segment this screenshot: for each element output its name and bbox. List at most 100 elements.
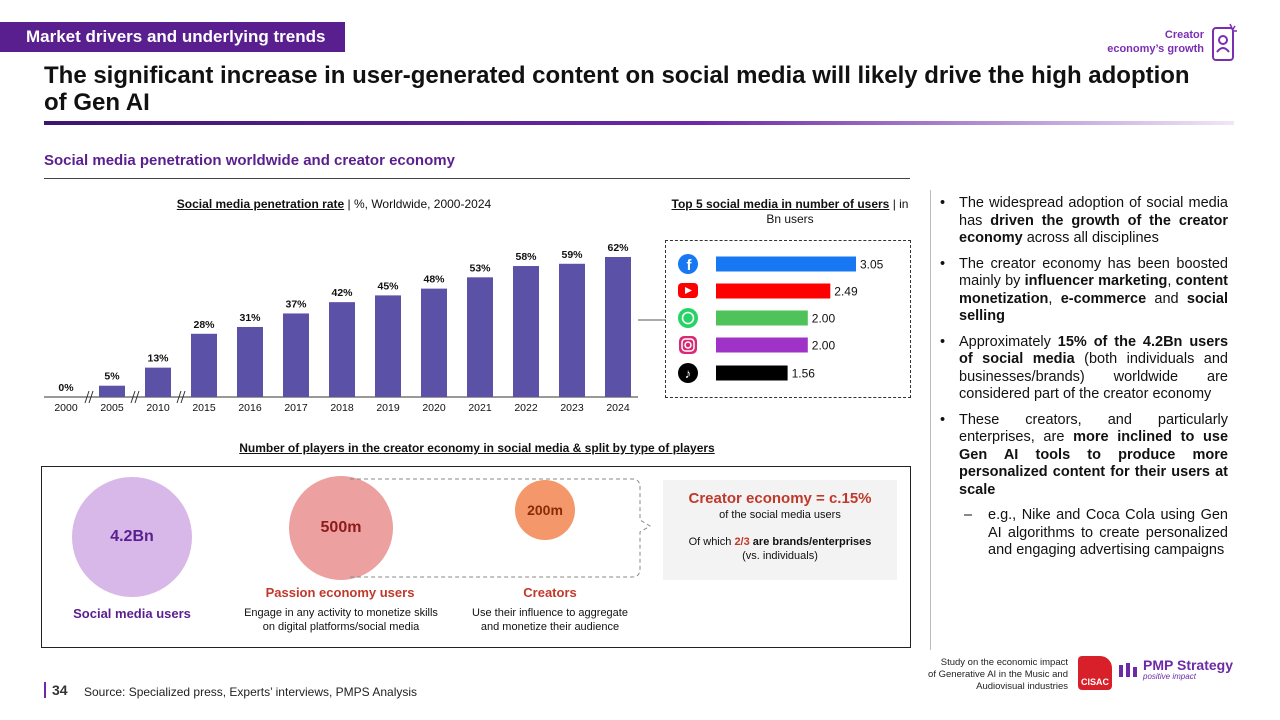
- creators-label: Creators: [523, 585, 577, 600]
- bracket-lines: [350, 478, 651, 578]
- smartphone-creator-icon: [1212, 23, 1237, 61]
- penetration-chart-title: Social media penetration rate | %, World…: [44, 197, 624, 211]
- footer-accent-bar: [44, 682, 46, 698]
- value-label-2020: 48%: [423, 274, 445, 286]
- axis-break-2000: [84, 390, 94, 404]
- hbar-value-Instagram: 2.00: [812, 339, 836, 353]
- pmp-logo-icon: [1119, 662, 1137, 677]
- bullet-4-sub: – e.g., Nike and Coca Cola using Gen AI …: [964, 507, 1228, 558]
- corner-line-1: Creator: [1164, 29, 1204, 41]
- bar-2010: [145, 367, 171, 397]
- title-divider: [44, 121, 1234, 125]
- value-label-2000: 0%: [58, 382, 74, 394]
- players-title-text: Number of players in the creator economy…: [239, 441, 715, 455]
- bar-2005: [99, 385, 125, 397]
- value-label-2017: 37%: [285, 298, 307, 310]
- source-note: Source: Specialized press, Experts’ inte…: [84, 685, 418, 699]
- value-label-2022: 58%: [515, 251, 537, 263]
- key-takeaways: • The widespread adoption of social medi…: [940, 195, 1228, 560]
- bar-2023: [559, 263, 585, 397]
- tick-label-2023: 2023: [560, 402, 584, 414]
- tick-label-2024: 2024: [606, 402, 630, 414]
- value-label-2018: 42%: [331, 287, 353, 299]
- whatsapp-icon: [678, 308, 698, 328]
- hbar-value-YouTube: 2.49: [834, 285, 858, 299]
- creator-economy-share: Creator economy = c.15%: [688, 490, 872, 507]
- tick-label-2017: 2017: [284, 402, 308, 414]
- facebook-icon: f: [678, 254, 698, 274]
- passion-users-value: 500m: [320, 519, 362, 536]
- tick-label-2021: 2021: [468, 402, 492, 414]
- creators-desc-line-2: and monetize their audience: [480, 621, 620, 633]
- youtube-icon: [678, 283, 698, 298]
- creators-value: 200m: [527, 502, 563, 518]
- value-label-2016: 31%: [239, 312, 261, 324]
- passion-users-desc: Engage in any activity to monetize skill…: [225, 606, 457, 634]
- value-label-2010: 13%: [147, 353, 169, 365]
- page-number: 34: [52, 682, 68, 698]
- bar-2017: [283, 313, 309, 397]
- bar-2018: [329, 302, 355, 397]
- value-label-2005: 5%: [104, 371, 120, 383]
- tick-label-2010: 2010: [146, 402, 170, 414]
- tick-label-2018: 2018: [330, 402, 354, 414]
- value-label-2024: 62%: [607, 242, 629, 254]
- tiktok-icon: ♪: [678, 363, 698, 383]
- section-heading: Social media penetration worldwide and c…: [44, 152, 455, 169]
- bullet-2: • The creator economy has been boosted m…: [940, 255, 1229, 325]
- bar-2024: [605, 257, 631, 397]
- bar-2020: [421, 288, 447, 397]
- value-label-2019: 45%: [377, 280, 399, 292]
- corner-label: Creator economy’s growth: [1107, 22, 1240, 62]
- bullet-4: • These creators, and particularly enter…: [940, 411, 1229, 498]
- creators-desc: Use their influence to aggregate and mon…: [448, 606, 652, 634]
- creators-desc-line-1: Use their influence to aggregate: [472, 607, 628, 619]
- section-divider: [44, 178, 910, 179]
- section-tag: Market drivers and underlying trends: [0, 22, 345, 52]
- passion-desc-line-2: on digital platforms/social media: [262, 621, 420, 633]
- tick-label-2016: 2016: [238, 402, 262, 414]
- pmp-tagline: positive impact: [1143, 672, 1196, 681]
- pmp-strategy-logo: PMP Strategy positive impact: [1118, 658, 1233, 681]
- corner-line-2: economy’s growth: [1107, 43, 1204, 55]
- value-label-2015: 28%: [193, 319, 215, 331]
- bullet-1: • The widespread adoption of social medi…: [940, 195, 1228, 246]
- top5-chart-frame: [665, 240, 911, 398]
- bar-2022: [513, 266, 539, 397]
- top5-chart-title-main: Top 5 social media in number of users: [671, 197, 890, 211]
- passion-desc-line-1: Engage in any activity to monetize skill…: [244, 607, 438, 619]
- svg-text:♪: ♪: [685, 366, 692, 381]
- creators-circle: 200m: [515, 480, 575, 540]
- tick-label-2015: 2015: [192, 402, 216, 414]
- top5-chart-title: Top 5 social media in number of users | …: [668, 197, 912, 227]
- axis-break-2005: [130, 390, 140, 404]
- tick-label-2000: 2000: [54, 402, 78, 414]
- brands-share-text: Of which 2/3 are brands/enterprises (vs.…: [663, 535, 897, 563]
- brands-share-bold: are brands/enterprises: [752, 536, 872, 548]
- tick-label-2005: 2005: [100, 402, 124, 414]
- penetration-bar-chart: 0% 2000 5% 2005 13% 2010 28% 2015 31% 2016 37% 2017…: [44, 242, 638, 414]
- social-users-label: Social media users: [73, 606, 191, 621]
- bullet-3: • Approximately 15% of the 4.2Bn users o…: [940, 333, 1229, 403]
- axis-break-2010: [176, 390, 186, 404]
- hbar-value-Facebook: 3.05: [860, 258, 884, 272]
- cisac-logo: CISAC: [1078, 656, 1112, 690]
- creator-economy-box: Creator economy = c.15% of the social me…: [663, 480, 897, 580]
- bar-2021: [467, 277, 493, 397]
- brands-share-fraction: 2/3: [734, 536, 750, 548]
- bar-2016: [237, 327, 263, 397]
- instagram-icon: [679, 336, 697, 354]
- hbar-YouTube: [716, 283, 831, 299]
- hbar-Instagram: [716, 337, 808, 353]
- bar-2015: [191, 333, 217, 397]
- brands-share-end: (vs. individuals): [742, 550, 818, 562]
- svg-text:f: f: [687, 257, 693, 274]
- value-label-2021: 53%: [469, 262, 491, 274]
- creator-economy-sub: of the social media users: [719, 509, 841, 521]
- connector-line: [638, 319, 666, 321]
- hbar-WhatsApp: [716, 310, 808, 326]
- players-box: [41, 466, 911, 648]
- vertical-divider: [930, 190, 931, 650]
- players-title: Number of players in the creator economy…: [44, 441, 910, 455]
- pmp-name: PMP Strategy: [1143, 657, 1233, 673]
